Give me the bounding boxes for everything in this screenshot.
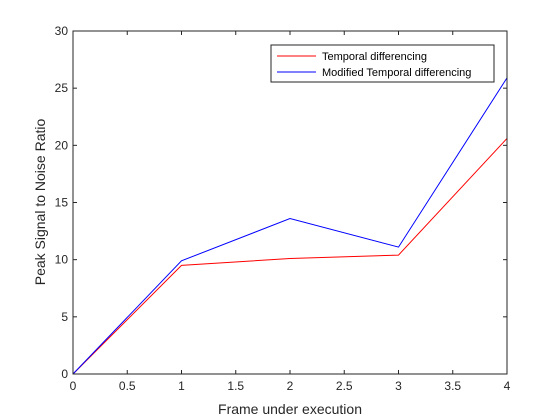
y-tick-label: 15 [55,196,69,210]
x-axis-label: Frame under execution [218,401,362,417]
y-tick-label: 30 [55,24,69,38]
series-line-1 [72,77,508,375]
x-tick-label: 2.5 [336,379,353,393]
x-tick-label: 3 [395,379,402,393]
y-axis-label: Peak Signal to Noise Ratio [32,119,48,286]
x-tick-label: 4 [504,379,511,393]
y-tick-labels: 0 5 10 15 20 25 30 [55,24,69,381]
y-tick-label: 25 [55,81,69,95]
legend: Temporal differencing Modified Temporal … [270,44,495,83]
legend-label-temporal-differencing: Temporal differencing [322,51,427,63]
legend-box [270,44,495,83]
series-line-0 [72,138,508,375]
tick-layer [72,30,508,375]
plot-area [73,31,507,374]
x-tick-label: 1.5 [227,379,244,393]
x-tick-label: 1 [178,379,185,393]
y-tick-label: 5 [61,310,68,324]
x-tick-label: 3.5 [444,379,461,393]
series-layer [72,77,508,375]
x-tick-labels: 0 0.5 1 1.5 2 2.5 3 3.5 4 [70,379,511,393]
x-tick-label: 0.5 [119,379,136,393]
y-tick-label: 0 [61,367,68,381]
y-tick-label: 10 [55,253,69,267]
y-tick-label: 20 [55,138,69,152]
x-tick-label: 2 [287,379,294,393]
x-tick-label: 0 [70,379,77,393]
legend-label-modified-temporal-differencing: Modified Temporal differencing [322,67,471,79]
